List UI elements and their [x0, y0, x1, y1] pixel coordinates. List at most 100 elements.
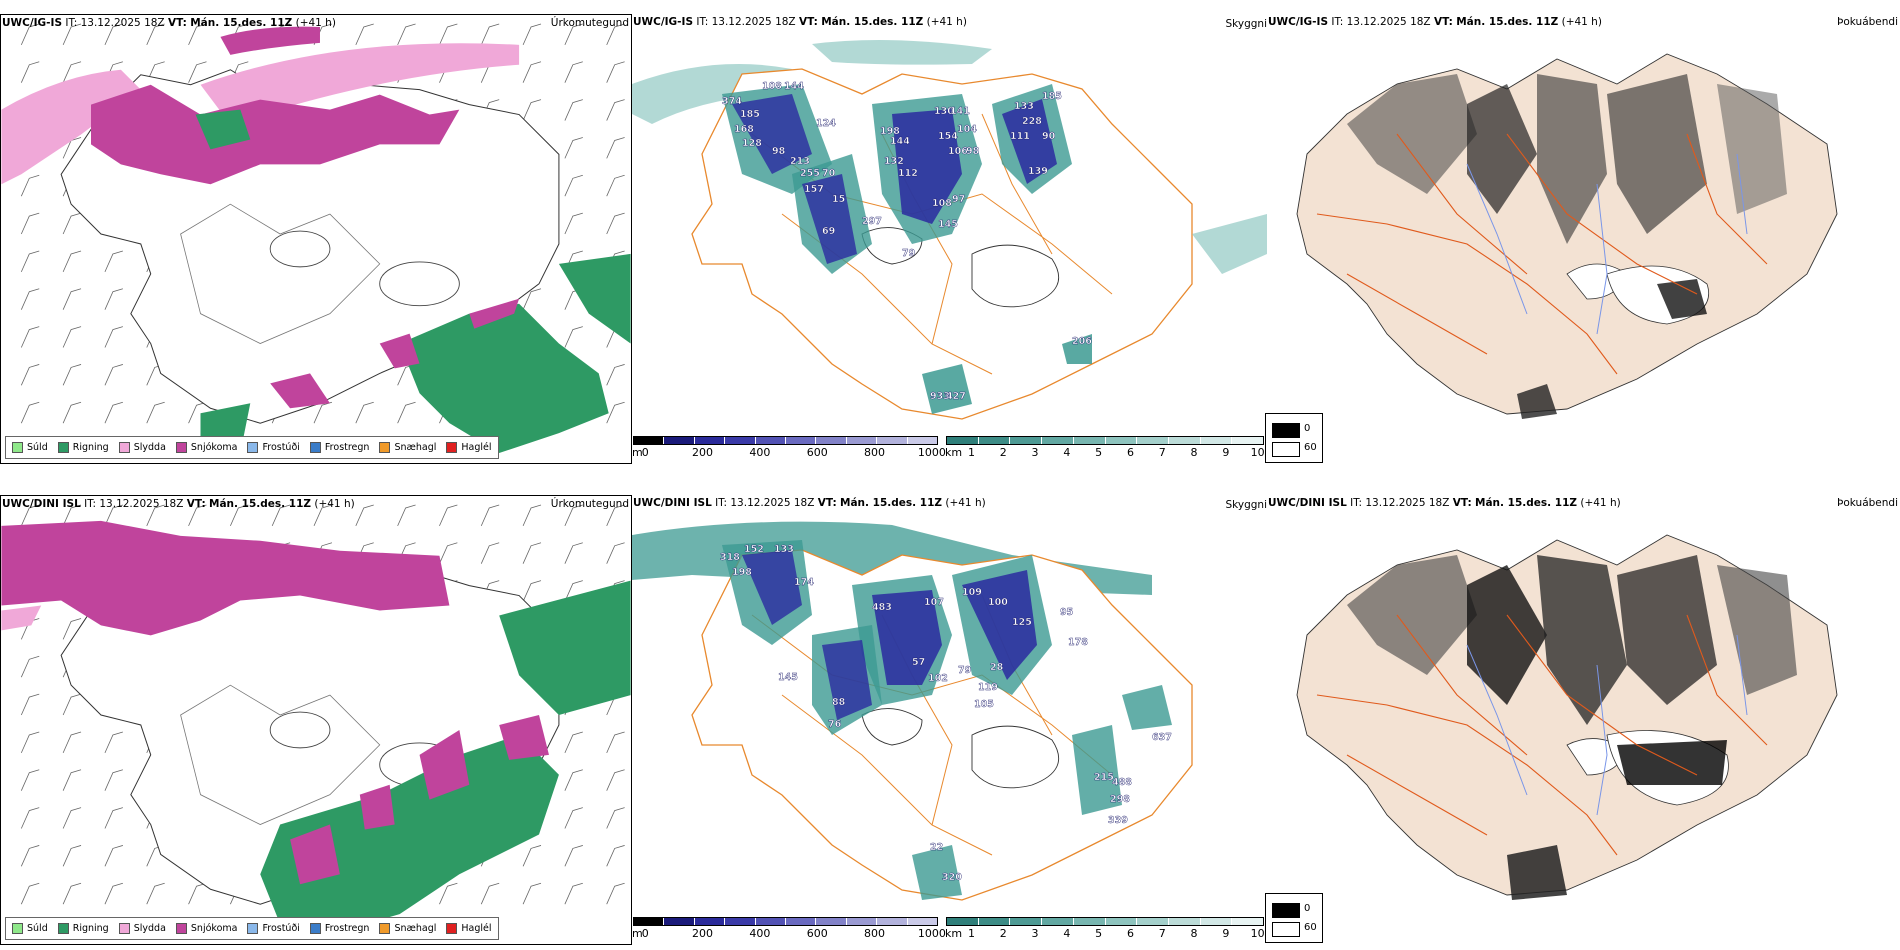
wind-barb — [564, 212, 583, 235]
legend-label: Súld — [27, 442, 48, 453]
wind-barb — [104, 401, 123, 424]
colorbar-unit: m — [632, 446, 643, 459]
peak-label: 79 — [958, 665, 971, 676]
peak-label: 102 — [928, 673, 948, 684]
peak-label: 88 — [832, 697, 846, 708]
peak-label: 185 — [740, 109, 760, 120]
wind-barb — [104, 504, 123, 527]
wind-barb — [20, 364, 40, 386]
wind-barb — [564, 731, 583, 754]
legend-item: Frostúði — [247, 923, 300, 934]
colorbar-tick-label: 3 — [1031, 927, 1039, 940]
vt-label: VT: — [1452, 497, 1472, 509]
wind-barb — [522, 580, 542, 602]
precip-legend: Súld Rigning Slydda Snjókoma Frostúði Fr… — [5, 436, 499, 459]
valid-time: Mán. 15.des. 11Z — [821, 16, 924, 28]
legend-swatch — [57, 442, 69, 453]
colorbar-swatch — [1200, 918, 1233, 925]
wind-barb — [62, 326, 82, 348]
panel-header: UWC/IG-IS IT: 13.12.2025 18Z VT: Mán. 15… — [2, 17, 336, 29]
lead-time: (+41 h) — [926, 16, 967, 28]
precip-type-map-row2: UWC/DINI ISL IT: 13.12.2025 18Z VT: Mán.… — [0, 495, 632, 945]
wind-barb — [564, 542, 583, 564]
colorbar-swatch — [755, 437, 787, 444]
init-time: 13.12.2025 18Z — [711, 16, 796, 28]
colorbar-swatch — [634, 437, 665, 444]
legend-label: 60 — [1304, 442, 1317, 453]
wind-barb — [606, 99, 625, 121]
colorbar-tick-label: 8 — [1190, 927, 1198, 940]
legend-label: Snjókoma — [190, 923, 238, 934]
colorbar-swatch — [1073, 918, 1106, 925]
wind-barb — [606, 542, 625, 564]
peak-label: 76 — [828, 719, 842, 730]
fog-map-graphic — [1296, 53, 1838, 419]
wind-barb — [104, 364, 123, 386]
peak-label: 109 — [962, 587, 982, 598]
colorbar-swatch — [1073, 437, 1106, 444]
wind-barb — [20, 882, 40, 905]
colorbar-tick-label: 800 — [864, 446, 886, 459]
peak-label: 144 — [890, 136, 910, 147]
peak-label: 255 — [800, 168, 820, 179]
wind-barb — [480, 542, 500, 564]
it-label: IT: — [1331, 16, 1344, 28]
colorbar-tick-label: 4 — [1063, 446, 1071, 459]
peak-label: 133 — [1014, 101, 1034, 112]
cloud-legend: 0 60 — [1265, 893, 1323, 943]
panel-title: Úrkomutegund — [550, 498, 629, 510]
wind-barb — [62, 769, 82, 791]
colorbar-swatch — [1168, 437, 1201, 444]
colorbar-swatch — [1105, 918, 1138, 925]
colorbar-tick-label: 9 — [1222, 927, 1230, 940]
height-colorbar: 0 200 400 600 800 1000 m — [632, 436, 946, 459]
panel-header: UWC/IG-IS IT: 13.12.2025 18Z VT: Mán. 15… — [1268, 16, 1602, 28]
colorbar-unit: km — [945, 446, 963, 459]
peak-label: 141 — [950, 106, 970, 117]
wind-barb — [188, 882, 207, 905]
colorbar-swatches — [633, 917, 938, 926]
legend-item: Rigning — [57, 923, 109, 934]
colorbar-swatch — [664, 918, 695, 925]
wind-barb — [606, 807, 625, 829]
lead-time: (+41 h) — [1561, 16, 1602, 28]
colorbar-swatch — [816, 437, 847, 444]
colorbar-swatch — [786, 918, 817, 925]
precip-map-graphic — [1, 23, 631, 459]
colorbar-swatch — [846, 437, 878, 444]
peak-label: 100 — [988, 597, 1008, 608]
peak-label: 198 — [732, 567, 752, 578]
vt-label: VT: — [167, 17, 187, 29]
legend-swatch — [1272, 903, 1300, 918]
lead-time: (+41 h) — [295, 17, 336, 29]
peak-label: 215 — [1094, 772, 1114, 783]
wind-barb — [564, 137, 583, 159]
lead-time: (+41 h) — [1580, 497, 1621, 509]
legend-label: Snæhagl — [394, 442, 437, 453]
wind-barb — [62, 61, 82, 83]
valid-time: Mán. 15.des. 11Z — [1456, 16, 1559, 28]
colorbar-unit: m — [632, 927, 643, 940]
colorbar-swatch — [1105, 437, 1138, 444]
peak-label: 228 — [1022, 116, 1042, 127]
lead-time: (+41 h) — [945, 497, 986, 509]
colorbar-swatch — [1137, 437, 1169, 444]
colorbar-swatch — [978, 437, 1011, 444]
wind-barb — [188, 504, 207, 527]
panel-title: Úrkomutegund — [550, 17, 629, 29]
peak-label: 98 — [966, 146, 980, 157]
colorbar-swatch — [846, 918, 878, 925]
legend-label: Frostúði — [262, 923, 300, 934]
legend-swatch — [118, 442, 130, 453]
peak-label: 185 — [1042, 91, 1062, 102]
wind-barb — [104, 807, 123, 829]
peak-label: 145 — [938, 219, 958, 230]
wind-barb — [522, 23, 542, 46]
wind-barb — [104, 326, 123, 348]
peak-labels: 318 152 133 198 174 483 107 109 100 125 95 178 57102… — [720, 544, 1172, 883]
legend-item: Snjókoma — [175, 923, 238, 934]
peak-label: 206 — [1072, 336, 1092, 347]
legend-item: Súld — [12, 442, 48, 453]
wind-barb — [564, 845, 583, 867]
colorbar-tick-label: 9 — [1222, 446, 1230, 459]
